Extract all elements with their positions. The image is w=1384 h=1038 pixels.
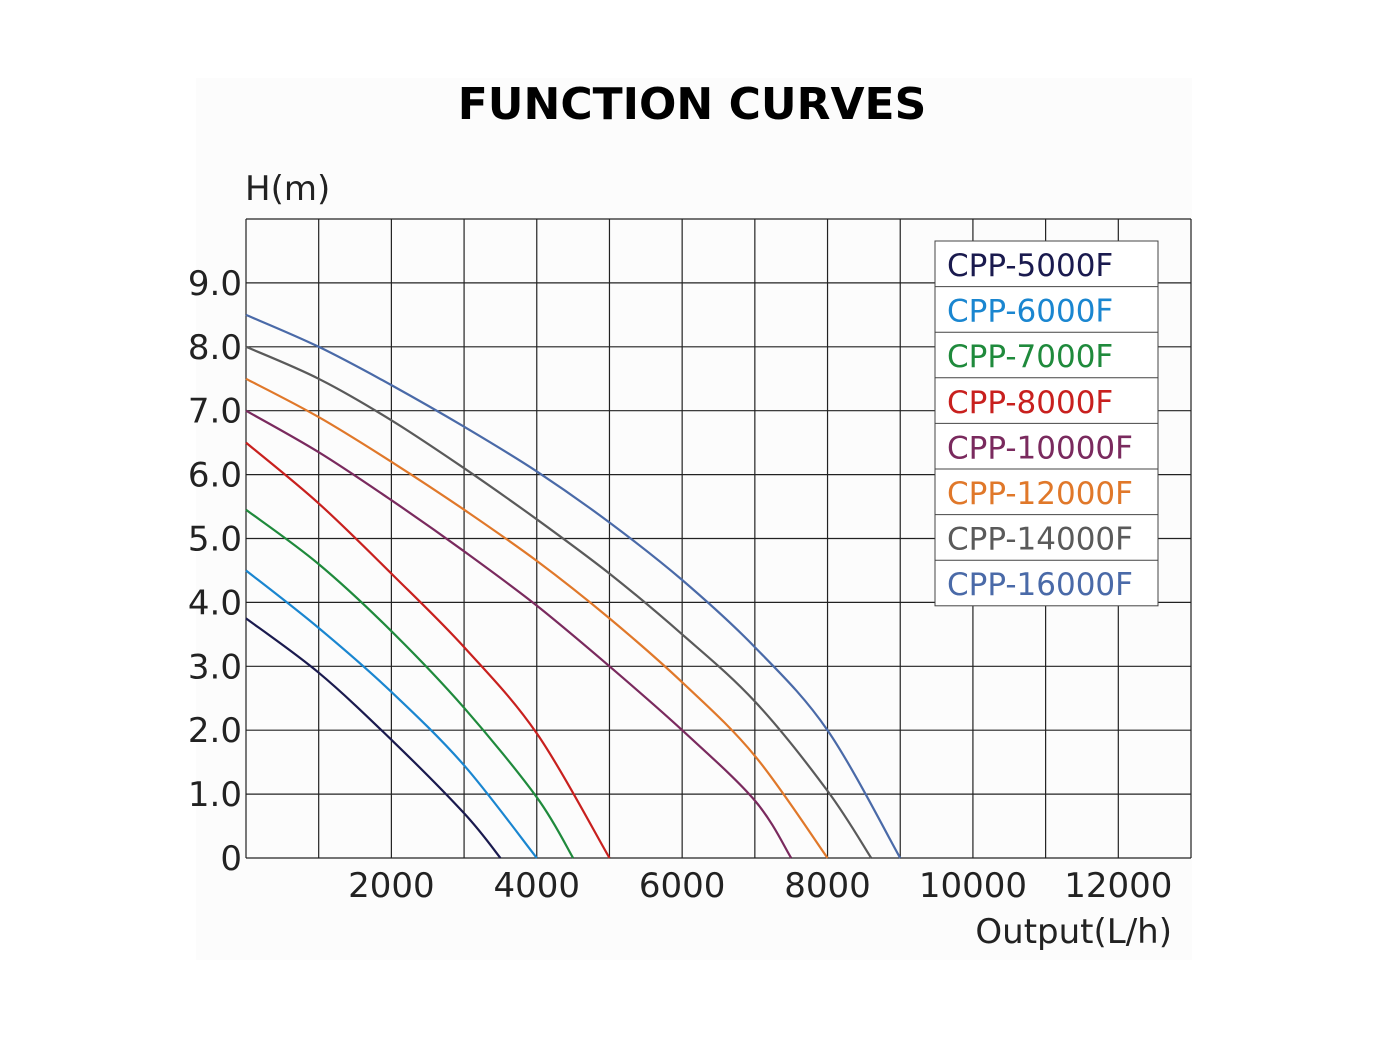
x-tick-label: 4000 [494, 866, 581, 906]
curve-cpp-8000f [245, 441, 611, 859]
x-tick-label: 2000 [348, 866, 435, 906]
curve-cpp-16000f [245, 313, 902, 859]
y-tick-label: 5.0 [188, 520, 242, 560]
x-tick-label: 8000 [784, 866, 871, 906]
legend-entry: CPP-16000F [947, 567, 1133, 603]
legend-entry: CPP-8000F [947, 385, 1113, 421]
x-tick-label: 6000 [639, 866, 726, 906]
legend-entry: CPP-14000F [947, 522, 1133, 558]
x-tick-label: 10000 [919, 866, 1027, 906]
y-tick-label: 3.0 [188, 647, 242, 687]
y-tick-label: 0 [220, 839, 242, 879]
y-tick-label: 6.0 [188, 456, 242, 496]
performance-curves [245, 313, 902, 859]
curve-cpp-6000f [245, 569, 538, 859]
axis-ticks: 0 1.0 2.0 3.0 4.0 5.0 6.0 7.0 8.0 9.0 2000 4000 6000… [188, 264, 1172, 906]
x-axis-label: Output(L/h) [975, 912, 1172, 952]
legend-entry: CPP-10000F [947, 430, 1133, 466]
chart-title: FUNCTION CURVES [458, 79, 927, 130]
y-tick-label: 2.0 [188, 711, 242, 751]
curve-cpp-12000f [245, 377, 829, 859]
curve-cpp-5000f [245, 617, 502, 859]
curve-cpp-7000f [245, 508, 575, 859]
y-tick-label: 4.0 [188, 583, 242, 623]
x-tick-label: 12000 [1064, 866, 1172, 906]
curve-cpp-10000f [245, 409, 793, 859]
y-tick-label: 7.0 [188, 392, 242, 432]
legend: CPP-5000F CPP-6000F CPP-7000F CPP-8000F CPP-… [934, 240, 1159, 607]
legend-entry: CPP-7000F [947, 339, 1113, 375]
legend-entry: CPP-6000F [947, 294, 1113, 330]
legend-entry: CPP-5000F [947, 248, 1113, 284]
y-axis-label: H(m) [245, 169, 330, 209]
y-tick-label: 9.0 [188, 264, 242, 304]
y-tick-label: 8.0 [188, 328, 242, 368]
curve-cpp-14000f [245, 345, 873, 859]
y-tick-label: 1.0 [188, 775, 242, 815]
legend-entry: CPP-12000F [947, 476, 1133, 512]
